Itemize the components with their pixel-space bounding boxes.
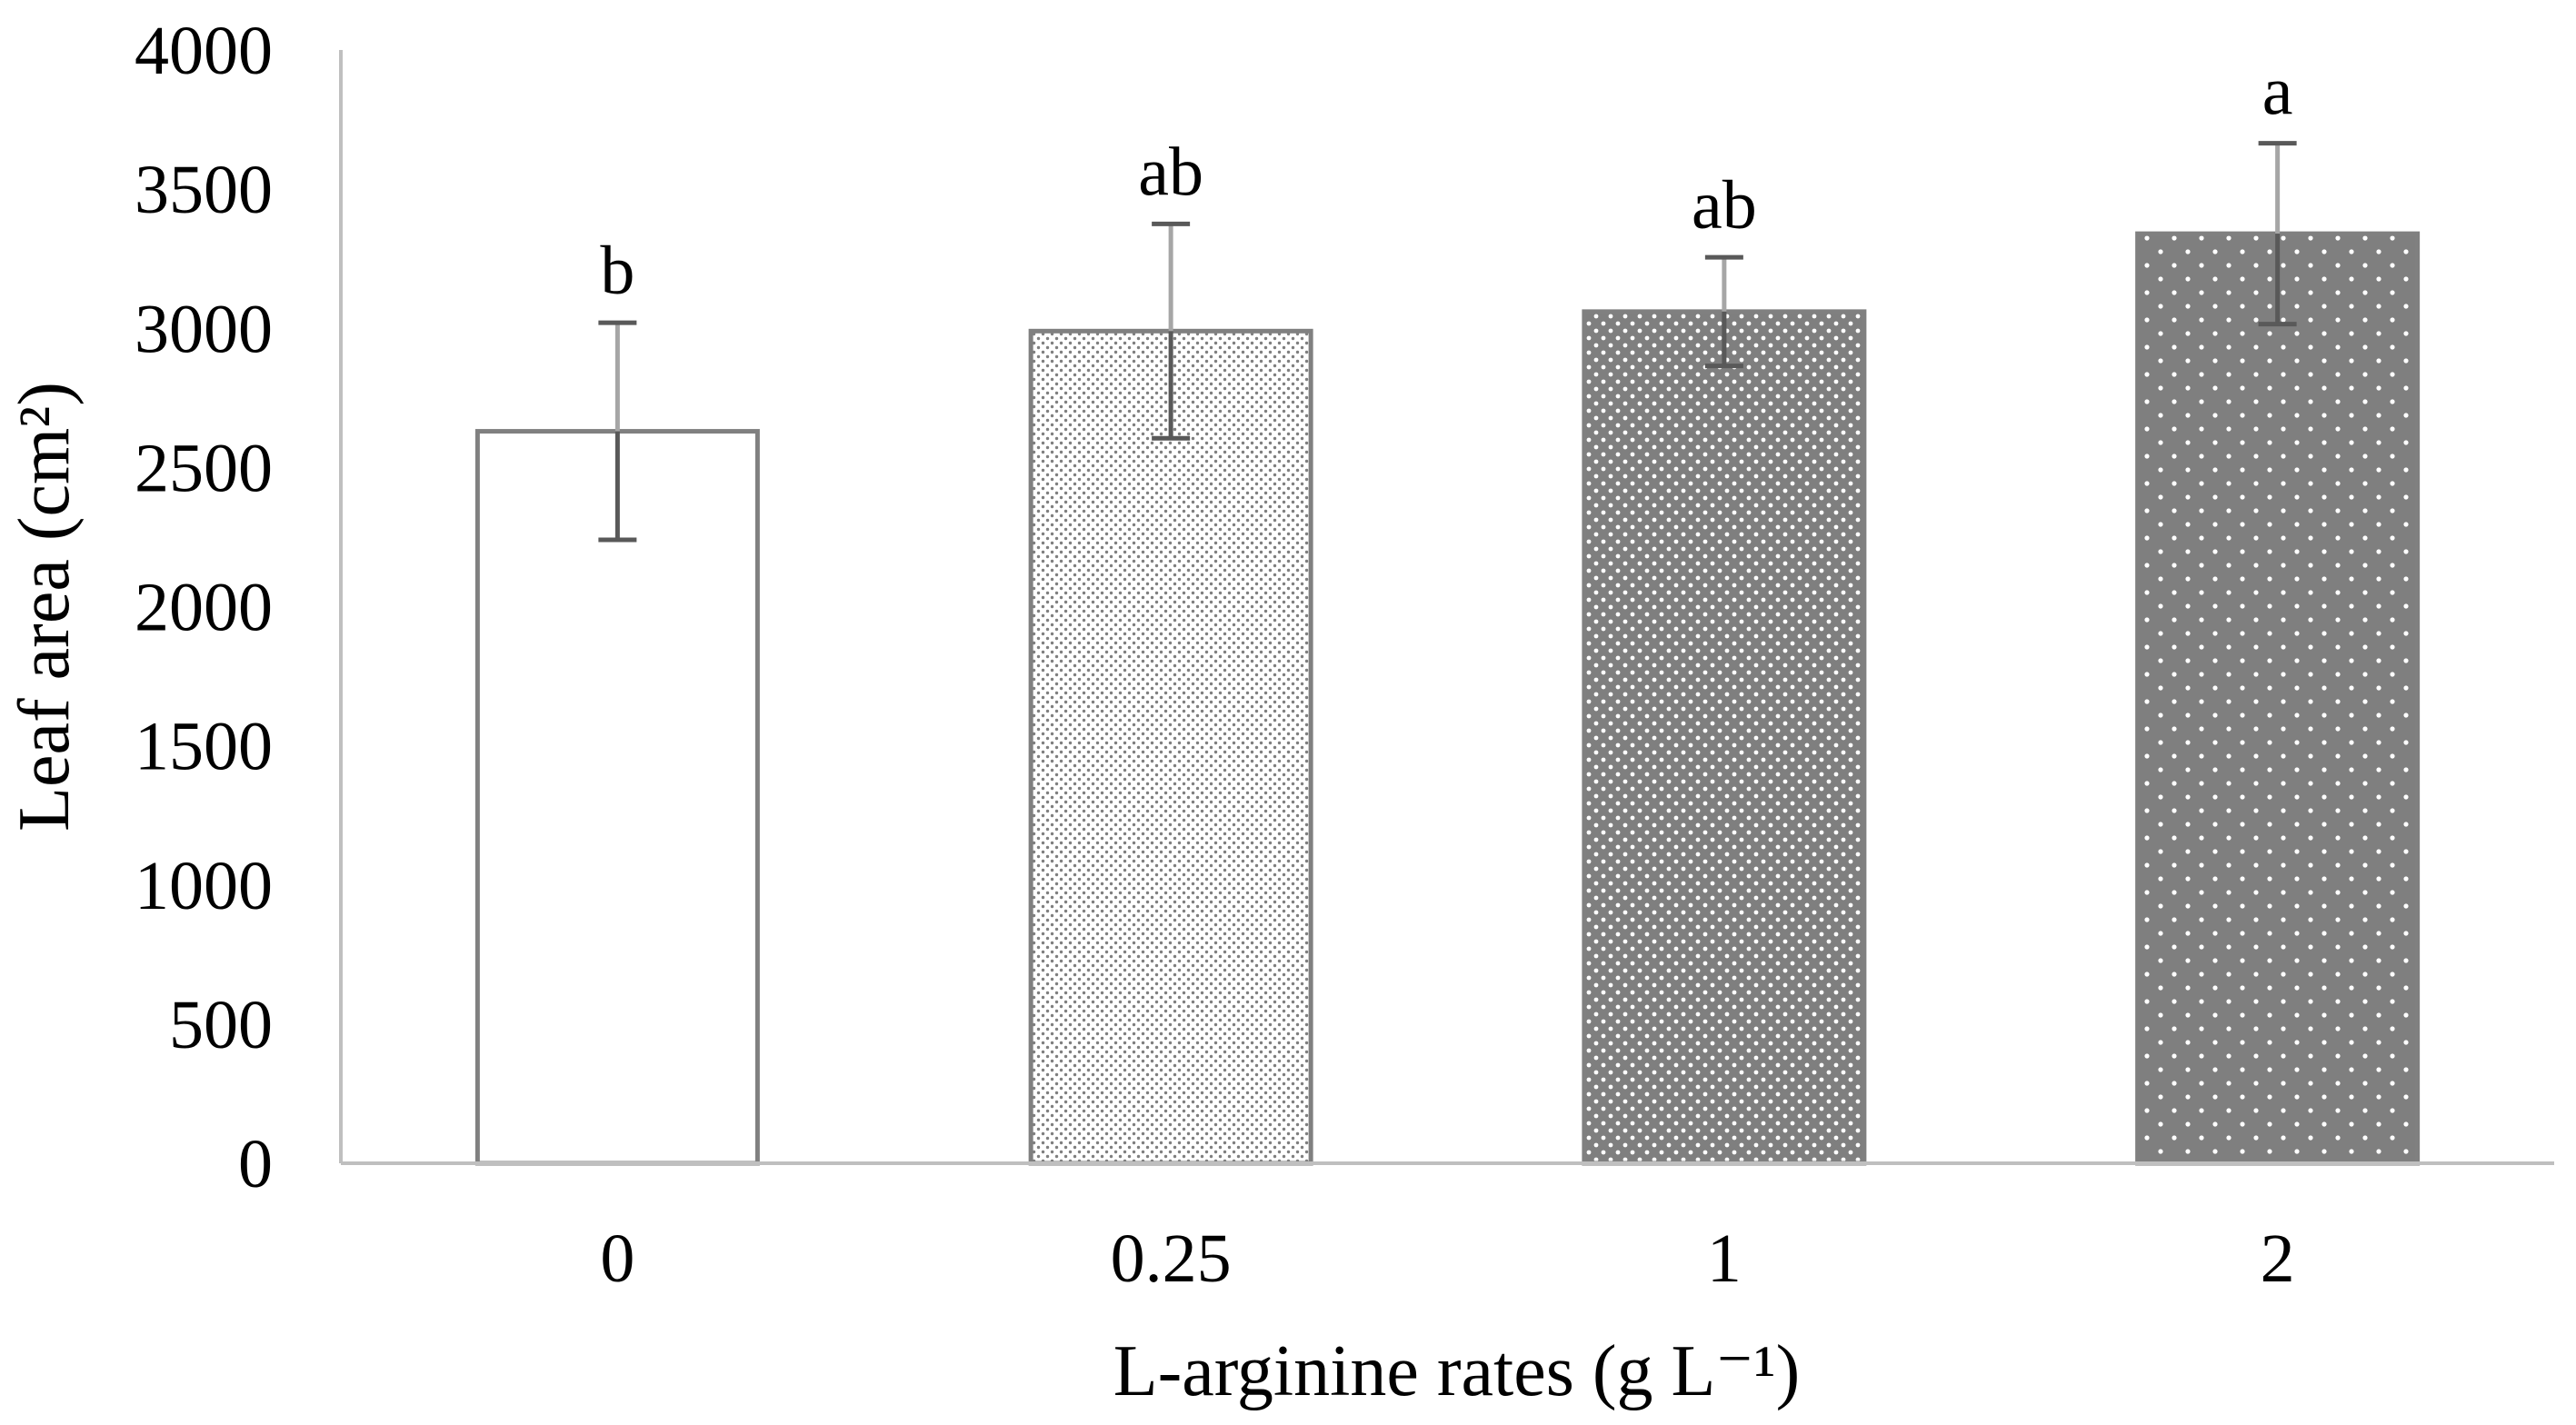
bars [474, 231, 2421, 1166]
y-tick-label: 3000 [135, 291, 273, 367]
error-bar-0.25 [1152, 221, 1191, 441]
sig-letter: ab [1138, 134, 1203, 210]
x-tick-label: 0 [600, 1221, 634, 1297]
bar-0.25 [1028, 328, 1313, 1166]
sig-letter: b [600, 233, 634, 309]
y-tick-label: 3500 [135, 152, 273, 228]
y-tick-labels: 0 500 1000 1500 2000 2500 3000 3500 4000 [135, 13, 273, 1202]
y-axis-title: Leaf area (cm²) [5, 382, 85, 832]
sig-letter: a [2262, 54, 2293, 130]
x-tick-label: 1 [1707, 1221, 1742, 1297]
significance-letters: b ab ab a [600, 54, 2292, 310]
y-tick-label: 1000 [135, 848, 273, 924]
x-tick-labels: 0 0.25 1 2 [600, 1221, 2294, 1297]
error-bar-1 [1704, 254, 1743, 369]
error-bars [598, 141, 2297, 543]
x-tick-label: 0.25 [1111, 1221, 1232, 1297]
y-tick-label: 4000 [135, 13, 273, 89]
bar-2 [2135, 231, 2421, 1166]
y-tick-label: 1500 [135, 709, 273, 785]
error-bar-2 [2258, 141, 2297, 327]
y-tick-label: 2000 [135, 570, 273, 646]
error-bar-0 [598, 320, 637, 543]
sig-letter: ab [1692, 167, 1757, 244]
bar-1 [1582, 309, 1867, 1166]
y-tick-label: 0 [238, 1126, 273, 1202]
bar-0 [474, 429, 760, 1166]
x-axis-title: L-arginine rates (g L⁻¹) [1113, 1331, 1801, 1411]
y-tick-label: 2500 [135, 430, 273, 506]
x-tick-label: 2 [2261, 1221, 2295, 1297]
y-tick-label: 500 [169, 987, 273, 1063]
